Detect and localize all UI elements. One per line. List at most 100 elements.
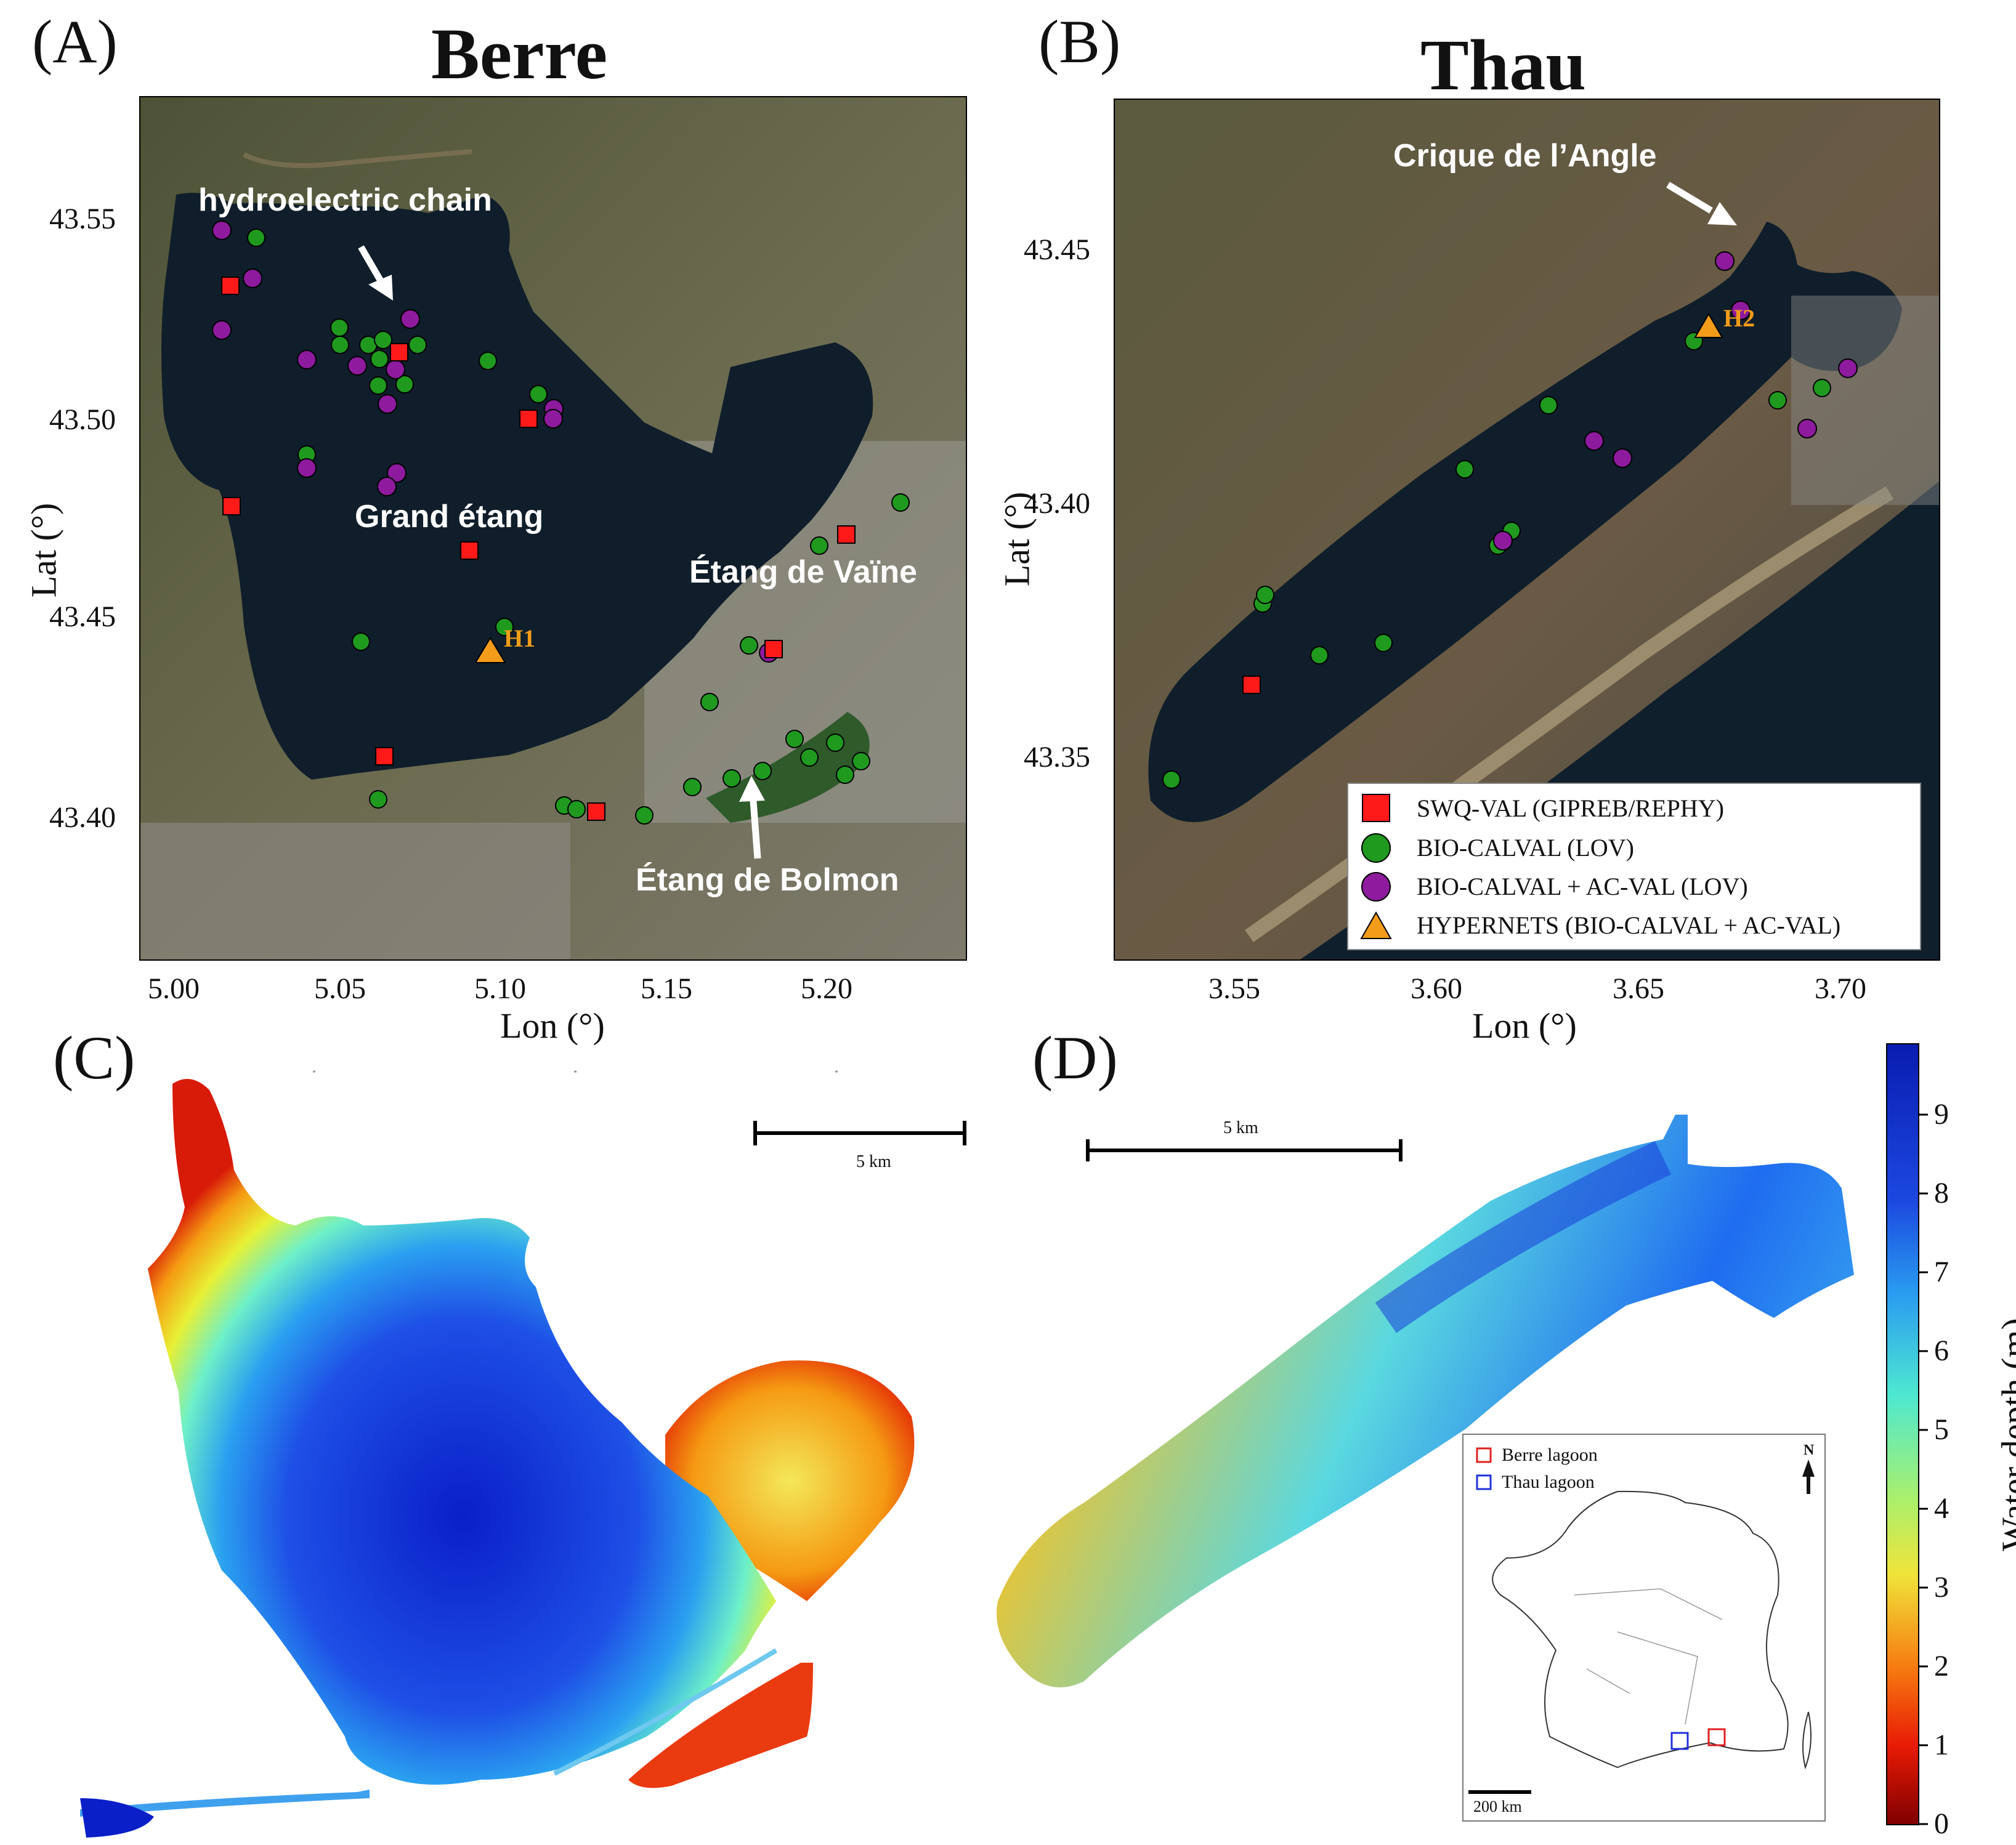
bio-ac-calval-marker[interactable] xyxy=(1797,419,1817,438)
bio-calval-marker[interactable] xyxy=(800,748,819,767)
bio-ac-calval-marker[interactable] xyxy=(386,360,405,379)
bio-ac-calval-marker[interactable] xyxy=(1584,431,1604,451)
swq-val-marker[interactable] xyxy=(519,410,538,428)
bio-calval-marker[interactable] xyxy=(352,632,370,651)
bio-calval-marker[interactable] xyxy=(852,752,870,770)
thau-lagoon xyxy=(1148,222,1902,822)
swq-val-marker[interactable] xyxy=(375,747,394,765)
thau-bathymetry: 5 km xyxy=(997,1115,1854,1687)
bio-calval-marker[interactable] xyxy=(1256,586,1274,604)
bio-ac-calval-marker[interactable] xyxy=(347,356,367,376)
inset-legend-thau-box xyxy=(1476,1474,1492,1490)
bio-calval-marker[interactable] xyxy=(247,228,265,247)
panel-b-y-tick: 43.45 xyxy=(1024,233,1090,266)
bio-calval-marker[interactable] xyxy=(374,331,392,349)
bio-calval-marker[interactable] xyxy=(753,762,772,780)
hypernets-h2-marker[interactable] xyxy=(1694,313,1723,338)
bio-calval-marker[interactable] xyxy=(810,536,828,555)
bio-ac-calval-marker[interactable] xyxy=(400,309,420,329)
bio-calval-marker[interactable] xyxy=(369,790,387,809)
panel-c-scale-label: 5 km xyxy=(856,1152,891,1171)
inset-legend-berre: Berre lagoon xyxy=(1502,1445,1598,1465)
bio-calval-marker[interactable] xyxy=(1768,391,1787,410)
bio-calval-marker[interactable] xyxy=(369,376,387,395)
bio-calval-marker[interactable] xyxy=(826,733,844,752)
legend-bioac-label: BIO-CALVAL + AC-VAL (LOV) xyxy=(1417,873,1748,900)
bio-calval-marker[interactable] xyxy=(408,336,427,354)
depth-colorbar xyxy=(1886,1043,1919,1825)
canal-bathymetry xyxy=(80,1790,370,1817)
bio-calval-marker[interactable] xyxy=(495,618,514,636)
bio-calval-marker[interactable] xyxy=(683,778,702,796)
panel-a-y-tick: 43.40 xyxy=(49,801,116,834)
bio-calval-marker[interactable] xyxy=(1813,379,1831,397)
bio-calval-marker[interactable] xyxy=(1455,460,1474,478)
bio-ac-calval-marker[interactable] xyxy=(387,463,407,483)
hypernets-h1-marker[interactable] xyxy=(474,637,506,663)
bio-ac-calval-marker[interactable] xyxy=(543,409,563,429)
bio-ac-calval-marker[interactable] xyxy=(377,477,397,496)
swq-val-marker[interactable] xyxy=(764,640,783,658)
colorbar-ticks xyxy=(1919,1113,1928,1825)
bio-ac-calval-marker[interactable] xyxy=(212,320,232,340)
legend-bio-symbol xyxy=(1361,833,1391,863)
inset-legend-thau: Thau lagoon xyxy=(1502,1472,1595,1492)
bio-ac-calval-marker[interactable] xyxy=(243,268,262,288)
panel-c-scale-bar xyxy=(753,1121,966,1145)
colorbar-tick: 0 xyxy=(1934,1807,1949,1840)
bio-ac-calval-marker[interactable] xyxy=(297,350,317,369)
bio-calval-marker[interactable] xyxy=(785,730,804,748)
inset-scale-label: 200 km xyxy=(1473,1798,1522,1815)
swq-val-marker[interactable] xyxy=(460,541,479,560)
colorbar-tick: 2 xyxy=(1934,1650,1949,1682)
bio-calval-marker[interactable] xyxy=(740,636,758,655)
france-inset: Berre lagoon Thau lagoon N 200 km xyxy=(1462,1434,1826,1822)
swq-val-marker[interactable] xyxy=(587,802,605,821)
swq-val-marker[interactable] xyxy=(221,277,240,295)
berre-bathymetry: 5 km xyxy=(80,1070,966,1838)
bio-calval-marker[interactable] xyxy=(331,336,349,354)
swq-val-marker[interactable] xyxy=(1242,676,1261,694)
legend-bio-label: BIO-CALVAL (LOV) xyxy=(1417,834,1634,862)
bio-calval-marker[interactable] xyxy=(370,350,389,368)
panel-a-x-label: Lon (°) xyxy=(500,1006,605,1046)
swq-val-marker[interactable] xyxy=(837,525,856,544)
bio-calval-marker[interactable] xyxy=(700,693,719,711)
panel-a-x-tick: 5.20 xyxy=(801,972,852,1005)
panel-b-x-tick: 3.55 xyxy=(1208,972,1260,1005)
colorbar-tick: 1 xyxy=(1934,1729,1949,1761)
bio-calval-marker[interactable] xyxy=(891,493,910,512)
panel-b-y-tick: 43.40 xyxy=(1024,487,1090,520)
thau-bathymetry-shape xyxy=(997,1115,1854,1687)
bio-ac-calval-marker[interactable] xyxy=(1838,358,1858,378)
bio-ac-calval-marker[interactable] xyxy=(378,394,397,414)
bio-ac-calval-marker[interactable] xyxy=(1613,448,1632,468)
bio-calval-marker[interactable] xyxy=(529,385,548,403)
bio-calval-marker[interactable] xyxy=(395,375,414,394)
bio-ac-calval-marker[interactable] xyxy=(297,458,317,478)
bio-calval-marker[interactable] xyxy=(1310,646,1329,664)
panel-d-label: (D) xyxy=(1032,1023,1118,1092)
bio-calval-marker[interactable] xyxy=(1374,634,1393,652)
bio-ac-calval-marker[interactable] xyxy=(212,220,232,240)
bio-calval-marker[interactable] xyxy=(1539,396,1558,414)
swq-val-marker[interactable] xyxy=(390,343,408,361)
bio-calval-marker[interactable] xyxy=(635,806,654,825)
bio-ac-calval-marker[interactable] xyxy=(1731,301,1751,320)
bio-calval-marker[interactable] xyxy=(1162,770,1181,789)
bio-ac-calval-marker[interactable] xyxy=(1715,251,1735,271)
colorbar-tick: 5 xyxy=(1934,1413,1949,1446)
berre-map xyxy=(139,96,967,961)
bio-calval-marker[interactable] xyxy=(479,352,497,370)
bio-ac-calval-marker[interactable] xyxy=(1493,531,1513,551)
bio-calval-marker[interactable] xyxy=(723,769,741,788)
bio-calval-marker[interactable] xyxy=(567,800,586,818)
colorbar-label: Water depth (m) xyxy=(1994,1318,2016,1551)
inset-berre-box xyxy=(1707,1728,1726,1746)
panel-b-label: (B) xyxy=(1038,7,1121,76)
panel-b-x-label: Lon (°) xyxy=(1472,1006,1577,1046)
thau-markers: Crique de l’Angle H2 SWQ-VAL (GIPREB/REP… xyxy=(1162,138,1921,950)
swq-val-marker[interactable] xyxy=(222,497,241,515)
bio-calval-marker[interactable] xyxy=(836,765,854,784)
bio-calval-marker[interactable] xyxy=(330,318,349,337)
